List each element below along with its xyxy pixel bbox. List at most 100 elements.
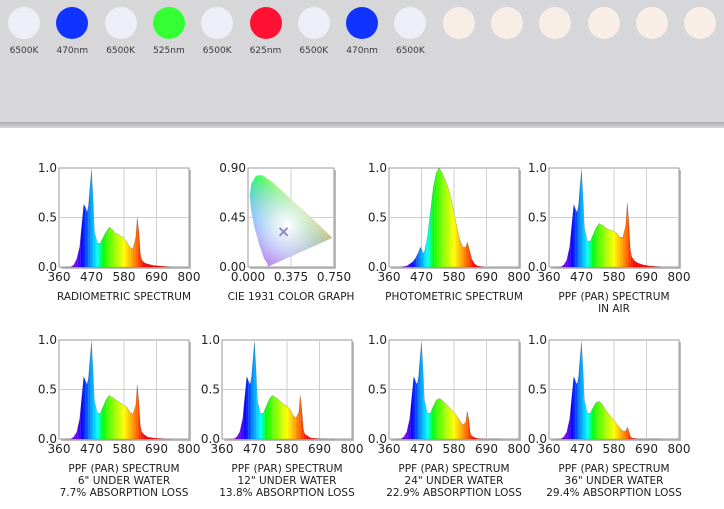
- x-tick-label: 580: [443, 442, 466, 456]
- y-tick-label: 0.0: [38, 432, 57, 446]
- spectrum-outline: [64, 342, 172, 440]
- led-swatch: [587, 7, 620, 39]
- chart-caption: 29.4% ABSORPTION LOSS: [546, 487, 682, 499]
- spectrum-outline: [394, 342, 502, 440]
- x-tick-label: 690: [145, 442, 168, 456]
- spectrum-outline: [554, 170, 662, 268]
- y-tick-label: 0.0: [528, 260, 547, 274]
- y-tick-label: 0.5: [528, 383, 547, 397]
- y-tick-label: 0.5: [368, 383, 387, 397]
- led-label: 470nm: [346, 46, 378, 56]
- chart-par-36in: 0.0 0.5 1.0 360 470 580 690 800 PPF (PAR) SPECTR…: [528, 333, 691, 499]
- spectrum-area: [394, 342, 502, 439]
- x-tick-label: 690: [308, 442, 331, 456]
- x-tick-label: 800: [341, 442, 364, 456]
- led-swatch: [104, 7, 137, 39]
- led-label: 6500K: [299, 46, 329, 56]
- spectrum-area: [64, 342, 172, 439]
- y-tick-label: 0.00: [219, 260, 246, 274]
- chart-cie: 0.00 0.45 0.90 0.000 0.375 0.750 CIE 1931 COLO…: [219, 161, 355, 303]
- led-swatch: [491, 7, 523, 39]
- y-tick-label: 1.0: [38, 333, 57, 347]
- x-tick-label: 580: [603, 442, 626, 456]
- x-tick-label: 580: [603, 270, 626, 284]
- chart-caption: 36" UNDER WATER: [565, 475, 664, 487]
- x-tick-label: 470: [570, 270, 593, 284]
- led-swatch: [684, 7, 717, 39]
- led-swatch: [346, 7, 379, 39]
- spectrum-outline: [400, 167, 484, 268]
- led-swatch: [297, 7, 330, 39]
- led-swatch: [635, 7, 668, 39]
- x-tick-label: 360: [211, 442, 234, 456]
- chart-caption: 24" UNDER WATER: [405, 475, 504, 487]
- chart-caption: PPF (PAR) SPECTRUM: [398, 463, 509, 475]
- chart-caption: 6" UNDER WATER: [78, 475, 170, 487]
- x-tick-label: 360: [538, 270, 561, 284]
- panel-divider: [0, 122, 724, 128]
- chart-par-air: 0.0 0.5 1.0 360 470 580 690 800 PPF (PAR) SPECTR…: [528, 161, 691, 315]
- chart-caption: RADIOMETRIC SPECTRUM: [57, 291, 191, 303]
- x-tick-label: 470: [243, 442, 266, 456]
- y-tick-label: 1.0: [528, 333, 547, 347]
- spectrum-area: [64, 170, 172, 267]
- chart-caption: CIE 1931 COLOR GRAPH: [228, 291, 355, 303]
- led-label: 525nm: [153, 46, 185, 56]
- spectrum-area: [554, 170, 662, 267]
- x-tick-label: 690: [475, 442, 498, 456]
- chart-caption: PPF (PAR) SPECTRUM: [558, 463, 669, 475]
- led-swatch: [249, 7, 282, 39]
- led-swatch: [394, 7, 427, 39]
- y-tick-label: 0.5: [38, 211, 57, 225]
- x-tick-label: 690: [635, 270, 658, 284]
- x-tick-label: 580: [443, 270, 466, 284]
- led-swatch: [8, 7, 40, 39]
- x-tick-label: 360: [378, 270, 401, 284]
- y-tick-label: 0.5: [201, 383, 220, 397]
- led-swatch: [56, 7, 89, 39]
- led-label: 6500K: [106, 46, 135, 56]
- x-tick-label: 470: [410, 270, 433, 284]
- x-tick-label: 470: [410, 442, 433, 456]
- x-tick-label: 800: [668, 442, 691, 456]
- y-tick-label: 0.90: [219, 161, 246, 175]
- x-tick-label: 0.375: [274, 270, 308, 284]
- x-tick-label: 360: [538, 442, 561, 456]
- y-tick-label: 0.0: [368, 432, 387, 446]
- x-tick-label: 800: [178, 442, 201, 456]
- x-tick-label: 470: [80, 270, 103, 284]
- chart-par-6in: 0.0 0.5 1.0 360 470 580 690 800 PPF (PAR) SPECTR…: [38, 333, 201, 499]
- y-tick-label: 0.45: [219, 211, 246, 225]
- led-swatch: [539, 7, 572, 39]
- x-tick-label: 800: [508, 442, 531, 456]
- spectrum-area: [227, 342, 335, 439]
- spectrum-outline: [227, 342, 335, 440]
- y-tick-label: 0.5: [368, 211, 387, 225]
- y-tick-label: 1.0: [38, 161, 57, 175]
- x-tick-label: 800: [178, 270, 201, 284]
- chart-caption: 12" UNDER WATER: [238, 475, 337, 487]
- x-tick-label: 690: [635, 442, 658, 456]
- led-label: 625nm: [249, 46, 282, 56]
- y-tick-label: 1.0: [528, 161, 547, 175]
- cie-white-center: [249, 175, 333, 267]
- y-tick-label: 0.0: [528, 432, 547, 446]
- chart-photometric: 0.0 0.5 1.0 360 470 580 690 800 PHOTOMETRIC SPEC…: [368, 161, 531, 303]
- y-tick-label: 1.0: [368, 333, 387, 347]
- y-tick-label: 0.0: [38, 260, 57, 274]
- y-tick-label: 0.0: [201, 432, 220, 446]
- white-point-marker: [278, 227, 289, 237]
- x-tick-label: 580: [113, 270, 136, 284]
- chart-par-12in: 0.0 0.5 1.0 360 470 580 690 800 PPF (PAR) SPECTR…: [201, 333, 364, 499]
- x-tick-label: 690: [145, 270, 168, 284]
- x-tick-label: 0.750: [317, 270, 351, 284]
- led-label: 6500K: [395, 46, 425, 56]
- x-tick-label: 470: [80, 442, 103, 456]
- x-tick-label: 360: [48, 442, 71, 456]
- chart-caption: PHOTOMETRIC SPECTRUM: [385, 291, 523, 303]
- chart-radiometric: 0.0 0.5 1.0 360 470 580 690 800 RADIOMETRIC SPEC…: [38, 161, 201, 303]
- x-tick-label: 360: [48, 270, 71, 284]
- y-tick-label: 1.0: [368, 161, 387, 175]
- x-tick-label: 800: [668, 270, 691, 284]
